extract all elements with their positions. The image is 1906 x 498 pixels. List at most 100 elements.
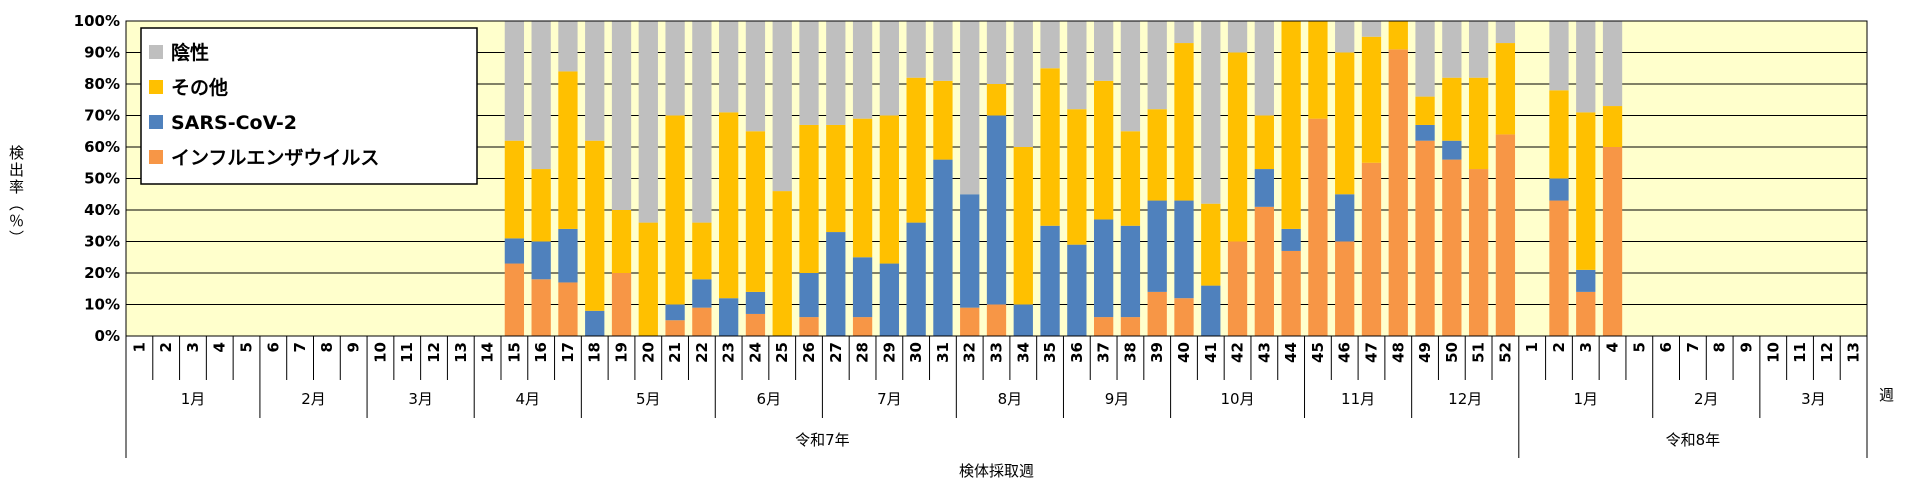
bar-segment	[611, 210, 632, 273]
bar-segment	[933, 21, 953, 81]
x-tick-label: 28	[854, 342, 872, 363]
bar-segment	[906, 77, 926, 223]
x-tick-label: 19	[613, 342, 631, 363]
bar-segment	[1227, 52, 1248, 242]
month-label: 10月	[1221, 390, 1255, 408]
x-tick-label: 35	[1041, 342, 1059, 363]
x-tick-label: 42	[1229, 342, 1247, 363]
bar-segment	[692, 222, 712, 280]
y-tick-label: 90%	[84, 44, 120, 62]
bar-segment	[692, 279, 712, 308]
month-label: 6月	[757, 390, 782, 408]
bar-segment	[799, 317, 819, 336]
bar-segment	[1468, 21, 1489, 78]
bar-segment	[1093, 317, 1114, 336]
bar-segment	[1602, 147, 1623, 336]
legend-label: インフルエンザウイルス	[171, 147, 379, 169]
x-tick-label: 52	[1496, 342, 1514, 363]
x-tick-label: 16	[532, 342, 550, 363]
bar-segment	[1495, 43, 1516, 135]
bar-segment	[504, 140, 525, 239]
y-tick-label: 50%	[84, 170, 120, 188]
bar-segment	[1147, 291, 1167, 336]
y-tick-label: 80%	[84, 75, 120, 93]
bar-segment	[986, 304, 1007, 336]
bar-segment	[799, 21, 819, 125]
month-label: 9月	[1105, 390, 1130, 408]
x-tick-label: 11	[398, 342, 416, 363]
bar-segment	[1415, 96, 1435, 125]
bar-segment	[1201, 285, 1221, 336]
x-tick-label: 30	[907, 342, 925, 363]
bar-segment	[1201, 21, 1221, 204]
bar-segment	[1468, 77, 1489, 170]
bar-segment	[638, 222, 658, 336]
bar-segment	[1120, 225, 1141, 318]
bar-segment	[745, 21, 766, 132]
bar-segment	[1576, 21, 1596, 113]
x-tick-label: 6	[1657, 342, 1675, 352]
x-tick-label: 46	[1336, 342, 1354, 363]
x-tick-label: 29	[880, 342, 898, 363]
month-label: 3月	[1801, 390, 1826, 408]
bar-segment	[585, 21, 605, 141]
x-tick-label: 44	[1282, 342, 1300, 363]
x-tick-label: 24	[746, 342, 764, 363]
x-tick-label: 32	[961, 342, 979, 363]
x-tick-label: 15	[505, 342, 523, 363]
bar-segment	[531, 169, 551, 242]
bar-segment	[745, 313, 766, 336]
x-tick-label: 47	[1362, 342, 1380, 363]
legend	[140, 27, 478, 185]
x-tick-label: 1	[1523, 342, 1541, 352]
bar-segment	[1442, 77, 1462, 141]
x-tick-label: 4	[211, 342, 229, 352]
x-tick-label: 6	[264, 342, 282, 352]
month-label: 12月	[1448, 390, 1482, 408]
bar-segment	[719, 21, 739, 113]
x-tick-label: 45	[1309, 342, 1327, 363]
bar-segment	[879, 115, 900, 264]
bar-segment	[638, 21, 658, 223]
bar-segment	[986, 21, 1007, 84]
bar-segment	[1254, 206, 1274, 336]
legend-swatch	[149, 150, 163, 164]
bar-segment	[933, 159, 953, 336]
month-label: 4月	[515, 390, 540, 408]
bar-segment	[504, 263, 525, 336]
bar-segment	[1576, 112, 1596, 270]
x-tick-label: 39	[1148, 342, 1166, 363]
bar-segment	[1254, 115, 1274, 170]
bar-segment	[1361, 21, 1382, 37]
bar-segment	[1040, 68, 1060, 226]
bar-segment	[1442, 21, 1462, 78]
bar-segment	[1495, 134, 1516, 336]
bar-segment	[1602, 21, 1623, 107]
bar-segment	[1227, 241, 1248, 336]
bar-segment	[719, 298, 739, 336]
month-label: 2月	[1694, 390, 1719, 408]
bar-segment	[852, 257, 873, 318]
bar-segment	[1335, 21, 1355, 53]
bar-segment	[826, 124, 846, 233]
bar-segment	[531, 21, 551, 170]
x-axis-label: 検体採取週	[959, 462, 1034, 480]
year-label: 令和8年	[1666, 431, 1721, 449]
bar-segment	[558, 282, 578, 336]
bar-segment	[1093, 80, 1114, 220]
bar-segment	[1201, 203, 1221, 286]
x-tick-label: 37	[1095, 342, 1113, 363]
x-tick-label: 12	[1818, 342, 1836, 363]
bar-segment	[745, 131, 766, 292]
bar-segment	[1120, 131, 1141, 226]
bar-segment	[558, 71, 578, 229]
bar-segment	[611, 273, 632, 336]
year-label: 令和7年	[795, 431, 850, 449]
bar-segment	[1468, 169, 1489, 336]
bar-segment	[531, 241, 551, 280]
x-tick-label: 13	[1845, 342, 1863, 363]
y-tick-label: 20%	[84, 264, 120, 282]
x-tick-label: 7	[1684, 342, 1702, 352]
x-tick-label: 31	[934, 342, 952, 363]
x-unit-label: 週	[1879, 386, 1894, 404]
